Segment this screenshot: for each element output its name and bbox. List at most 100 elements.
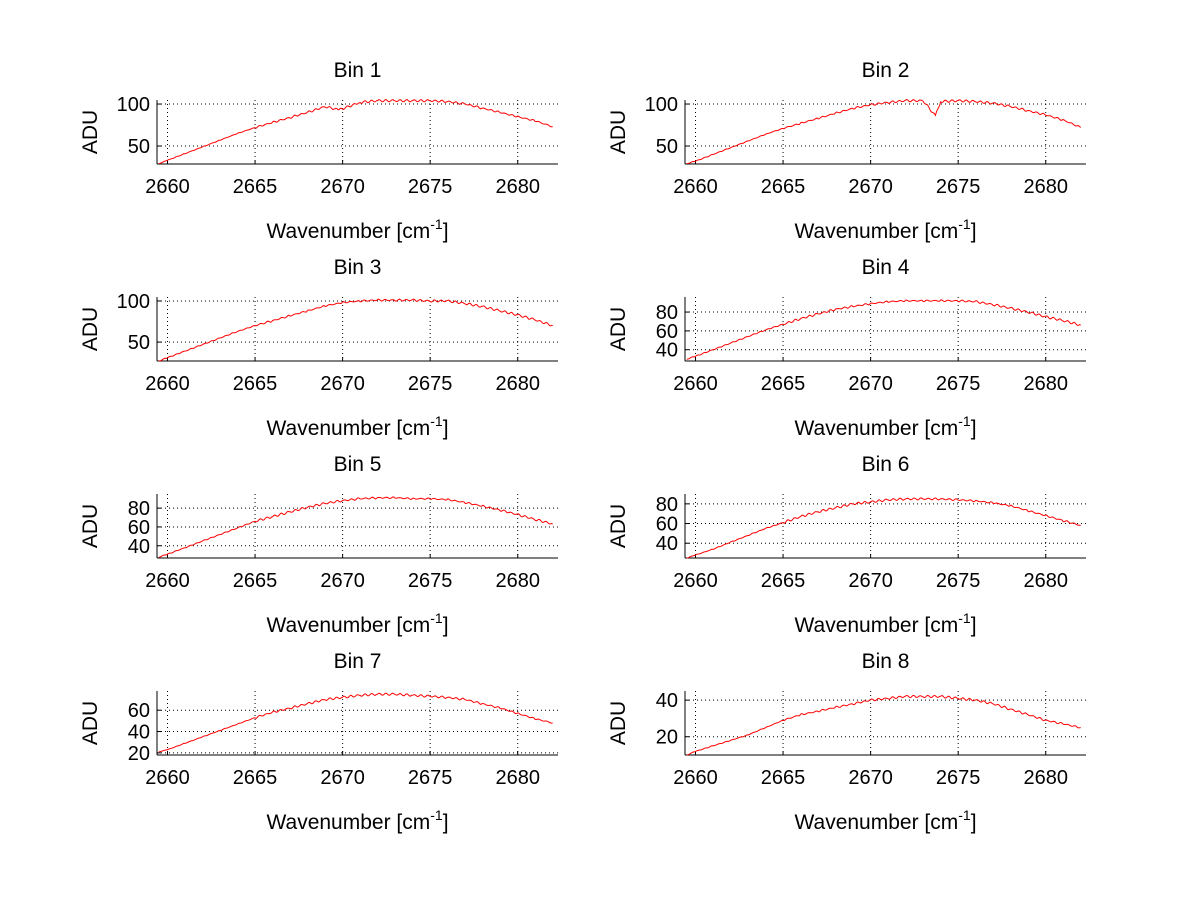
x-tick-label: 2680 — [495, 767, 540, 789]
y-axis-label: ADU — [607, 504, 630, 548]
y-tick-label: 100 — [645, 94, 678, 116]
x-tick-label: 2660 — [145, 767, 190, 789]
x-tick-label: 2660 — [673, 373, 718, 395]
y-tick-label: 40 — [656, 533, 678, 555]
y-axis-label: ADU — [79, 307, 102, 351]
x-tick-label: 2675 — [936, 373, 981, 395]
y-tick-label: 60 — [656, 321, 678, 343]
data-series-line — [158, 99, 553, 165]
subplot-title: Bin 5 — [334, 453, 382, 476]
y-tick-label: 80 — [656, 494, 678, 516]
y-axis-label: ADU — [79, 701, 102, 745]
x-tick-label: 2680 — [495, 570, 540, 592]
x-tick-label: 2675 — [936, 570, 981, 592]
x-tick-label: 2660 — [673, 176, 718, 198]
x-tick-label: 2665 — [761, 570, 806, 592]
x-tick-label: 2680 — [495, 176, 540, 198]
x-tick-label: 2670 — [848, 373, 893, 395]
subplot-title: Bin 8 — [862, 650, 910, 673]
subplot-title: Bin 4 — [862, 256, 910, 279]
x-tick-label: 2680 — [1023, 176, 1068, 198]
x-tick-label: 2665 — [233, 767, 278, 789]
x-tick-label: 2665 — [761, 176, 806, 198]
data-series-line — [158, 692, 553, 753]
x-tick-label: 2675 — [408, 767, 453, 789]
y-tick-label: 100 — [117, 291, 150, 313]
y-tick-label: 40 — [656, 690, 678, 712]
x-tick-label: 2675 — [408, 176, 453, 198]
y-tick-label: 50 — [128, 136, 150, 158]
subplot-title: Bin 1 — [334, 59, 382, 82]
x-tick-label: 2665 — [233, 373, 278, 395]
x-tick-label: 2665 — [761, 373, 806, 395]
x-tick-label: 2670 — [848, 570, 893, 592]
x-tick-label: 2665 — [233, 176, 278, 198]
x-axis-label: Wavenumber [cm-1] — [794, 413, 976, 440]
x-tick-label: 2680 — [1023, 767, 1068, 789]
y-axis-label: ADU — [79, 110, 102, 154]
y-axis-label: ADU — [607, 701, 630, 745]
x-tick-label: 2665 — [233, 570, 278, 592]
x-tick-label: 2660 — [145, 176, 190, 198]
y-axis-label: ADU — [607, 307, 630, 351]
y-tick-label: 40 — [128, 722, 150, 744]
subplot-title: Bin 6 — [862, 453, 910, 476]
data-series-line — [158, 298, 553, 362]
x-axis-label: Wavenumber [cm-1] — [794, 610, 976, 637]
x-tick-label: 2670 — [320, 373, 365, 395]
y-tick-label: 100 — [117, 94, 150, 116]
x-axis-label: Wavenumber [cm-1] — [794, 216, 976, 243]
x-tick-label: 2680 — [1023, 373, 1068, 395]
subplot-title: Bin 7 — [334, 650, 382, 673]
y-tick-label: 20 — [128, 743, 150, 765]
x-tick-label: 2680 — [495, 373, 540, 395]
data-series-line — [686, 299, 1081, 360]
x-tick-label: 2670 — [848, 767, 893, 789]
x-axis-label: Wavenumber [cm-1] — [266, 216, 448, 243]
y-tick-label: 40 — [656, 340, 678, 362]
x-tick-label: 2660 — [673, 570, 718, 592]
x-tick-label: 2670 — [848, 176, 893, 198]
x-tick-label: 2675 — [936, 176, 981, 198]
x-tick-label: 2670 — [320, 176, 365, 198]
subplot-8: 2660 2665 2670 2675 2680 20 40 Bin 8 Wavenumber … — [607, 650, 1086, 834]
subplot-title: Bin 2 — [862, 59, 910, 82]
x-tick-label: 2675 — [408, 570, 453, 592]
y-tick-label: 60 — [128, 517, 150, 539]
y-axis-label: ADU — [79, 504, 102, 548]
x-tick-label: 2670 — [320, 570, 365, 592]
y-tick-label: 40 — [128, 536, 150, 558]
x-tick-label: 2665 — [761, 767, 806, 789]
x-axis-label: Wavenumber [cm-1] — [794, 807, 976, 834]
y-tick-label: 60 — [656, 514, 678, 536]
y-tick-label: 20 — [656, 727, 678, 749]
y-tick-label: 60 — [128, 700, 150, 722]
y-tick-label: 50 — [656, 136, 678, 158]
x-tick-label: 2680 — [1023, 570, 1068, 592]
x-axis-label: Wavenumber [cm-1] — [266, 610, 448, 637]
y-tick-label: 50 — [128, 332, 150, 354]
data-series-line — [158, 496, 553, 558]
subplot-3: 2660 2665 2670 2675 2680 50 100 Bin 3 Wavenumber… — [79, 256, 558, 440]
data-series-line — [686, 98, 1082, 164]
x-tick-label: 2660 — [145, 373, 190, 395]
y-axis-label: ADU — [607, 110, 630, 154]
x-tick-label: 2670 — [320, 767, 365, 789]
data-series-line — [686, 694, 1081, 756]
x-axis-label: Wavenumber [cm-1] — [266, 413, 448, 440]
y-tick-label: 80 — [128, 498, 150, 520]
x-tick-label: 2660 — [673, 767, 718, 789]
subplot-title: Bin 3 — [334, 256, 382, 279]
y-tick-label: 80 — [656, 302, 678, 324]
x-tick-label: 2675 — [936, 767, 981, 789]
data-series-line — [686, 497, 1081, 559]
subplot-2: 2660 2665 2670 2675 2680 50 100 Bin 2 Wavenumber… — [607, 59, 1086, 243]
x-tick-label: 2675 — [408, 373, 453, 395]
x-tick-label: 2660 — [145, 570, 190, 592]
